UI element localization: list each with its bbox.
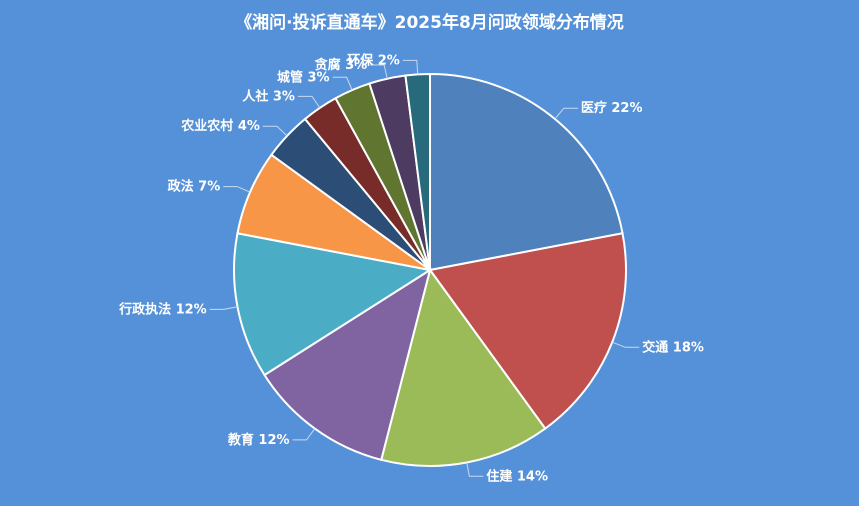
slice-label-5: 政法 7% — [168, 179, 221, 195]
pie-slice-4 — [233, 232, 433, 377]
slice-label-10: 环保 2% — [347, 52, 400, 68]
leader-line-6 — [262, 125, 288, 137]
pie-slice-10 — [404, 72, 431, 271]
pie-slices — [233, 72, 627, 467]
slice-label-0: 医疗 22% — [581, 100, 643, 116]
slice-label-4: 行政执法 12% — [118, 301, 207, 317]
slice-label-2: 住建 14% — [486, 468, 548, 484]
pie-slice-3 — [263, 267, 432, 462]
leader-line-7 — [297, 95, 321, 109]
slice-label-7: 人社 3% — [242, 88, 295, 104]
chart-title: 《湘问·投诉直通车》2025年8月问政领域分布情况 — [235, 13, 624, 33]
leader-line-0 — [554, 107, 578, 120]
leader-line-3 — [292, 428, 316, 441]
slice-labels: 医疗 22% 交通 18% 住建 14% 教育 12% 行政执法 12% 政法 7% 农业农… — [118, 52, 704, 484]
leader-line-10 — [402, 59, 419, 75]
leader-line-1 — [612, 341, 640, 348]
pie-slice-0 — [429, 72, 624, 272]
slice-label-3: 教育 12% — [227, 432, 290, 448]
leader-line-9 — [370, 64, 388, 79]
slice-label-8: 城管 3% — [277, 69, 330, 85]
slice-label-9: 贪腐 3% — [314, 57, 368, 73]
leader-line-5 — [223, 186, 251, 193]
slice-label-6: 农业农村 4% — [180, 118, 260, 134]
leader-line-8 — [332, 76, 353, 91]
pie-slice-1 — [428, 232, 627, 430]
leader-line-4 — [209, 306, 238, 310]
pie-slice-2 — [380, 267, 547, 467]
leader-line-2 — [466, 462, 484, 477]
slice-label-1: 交通 18% — [642, 339, 704, 355]
leader-lines — [209, 59, 640, 477]
